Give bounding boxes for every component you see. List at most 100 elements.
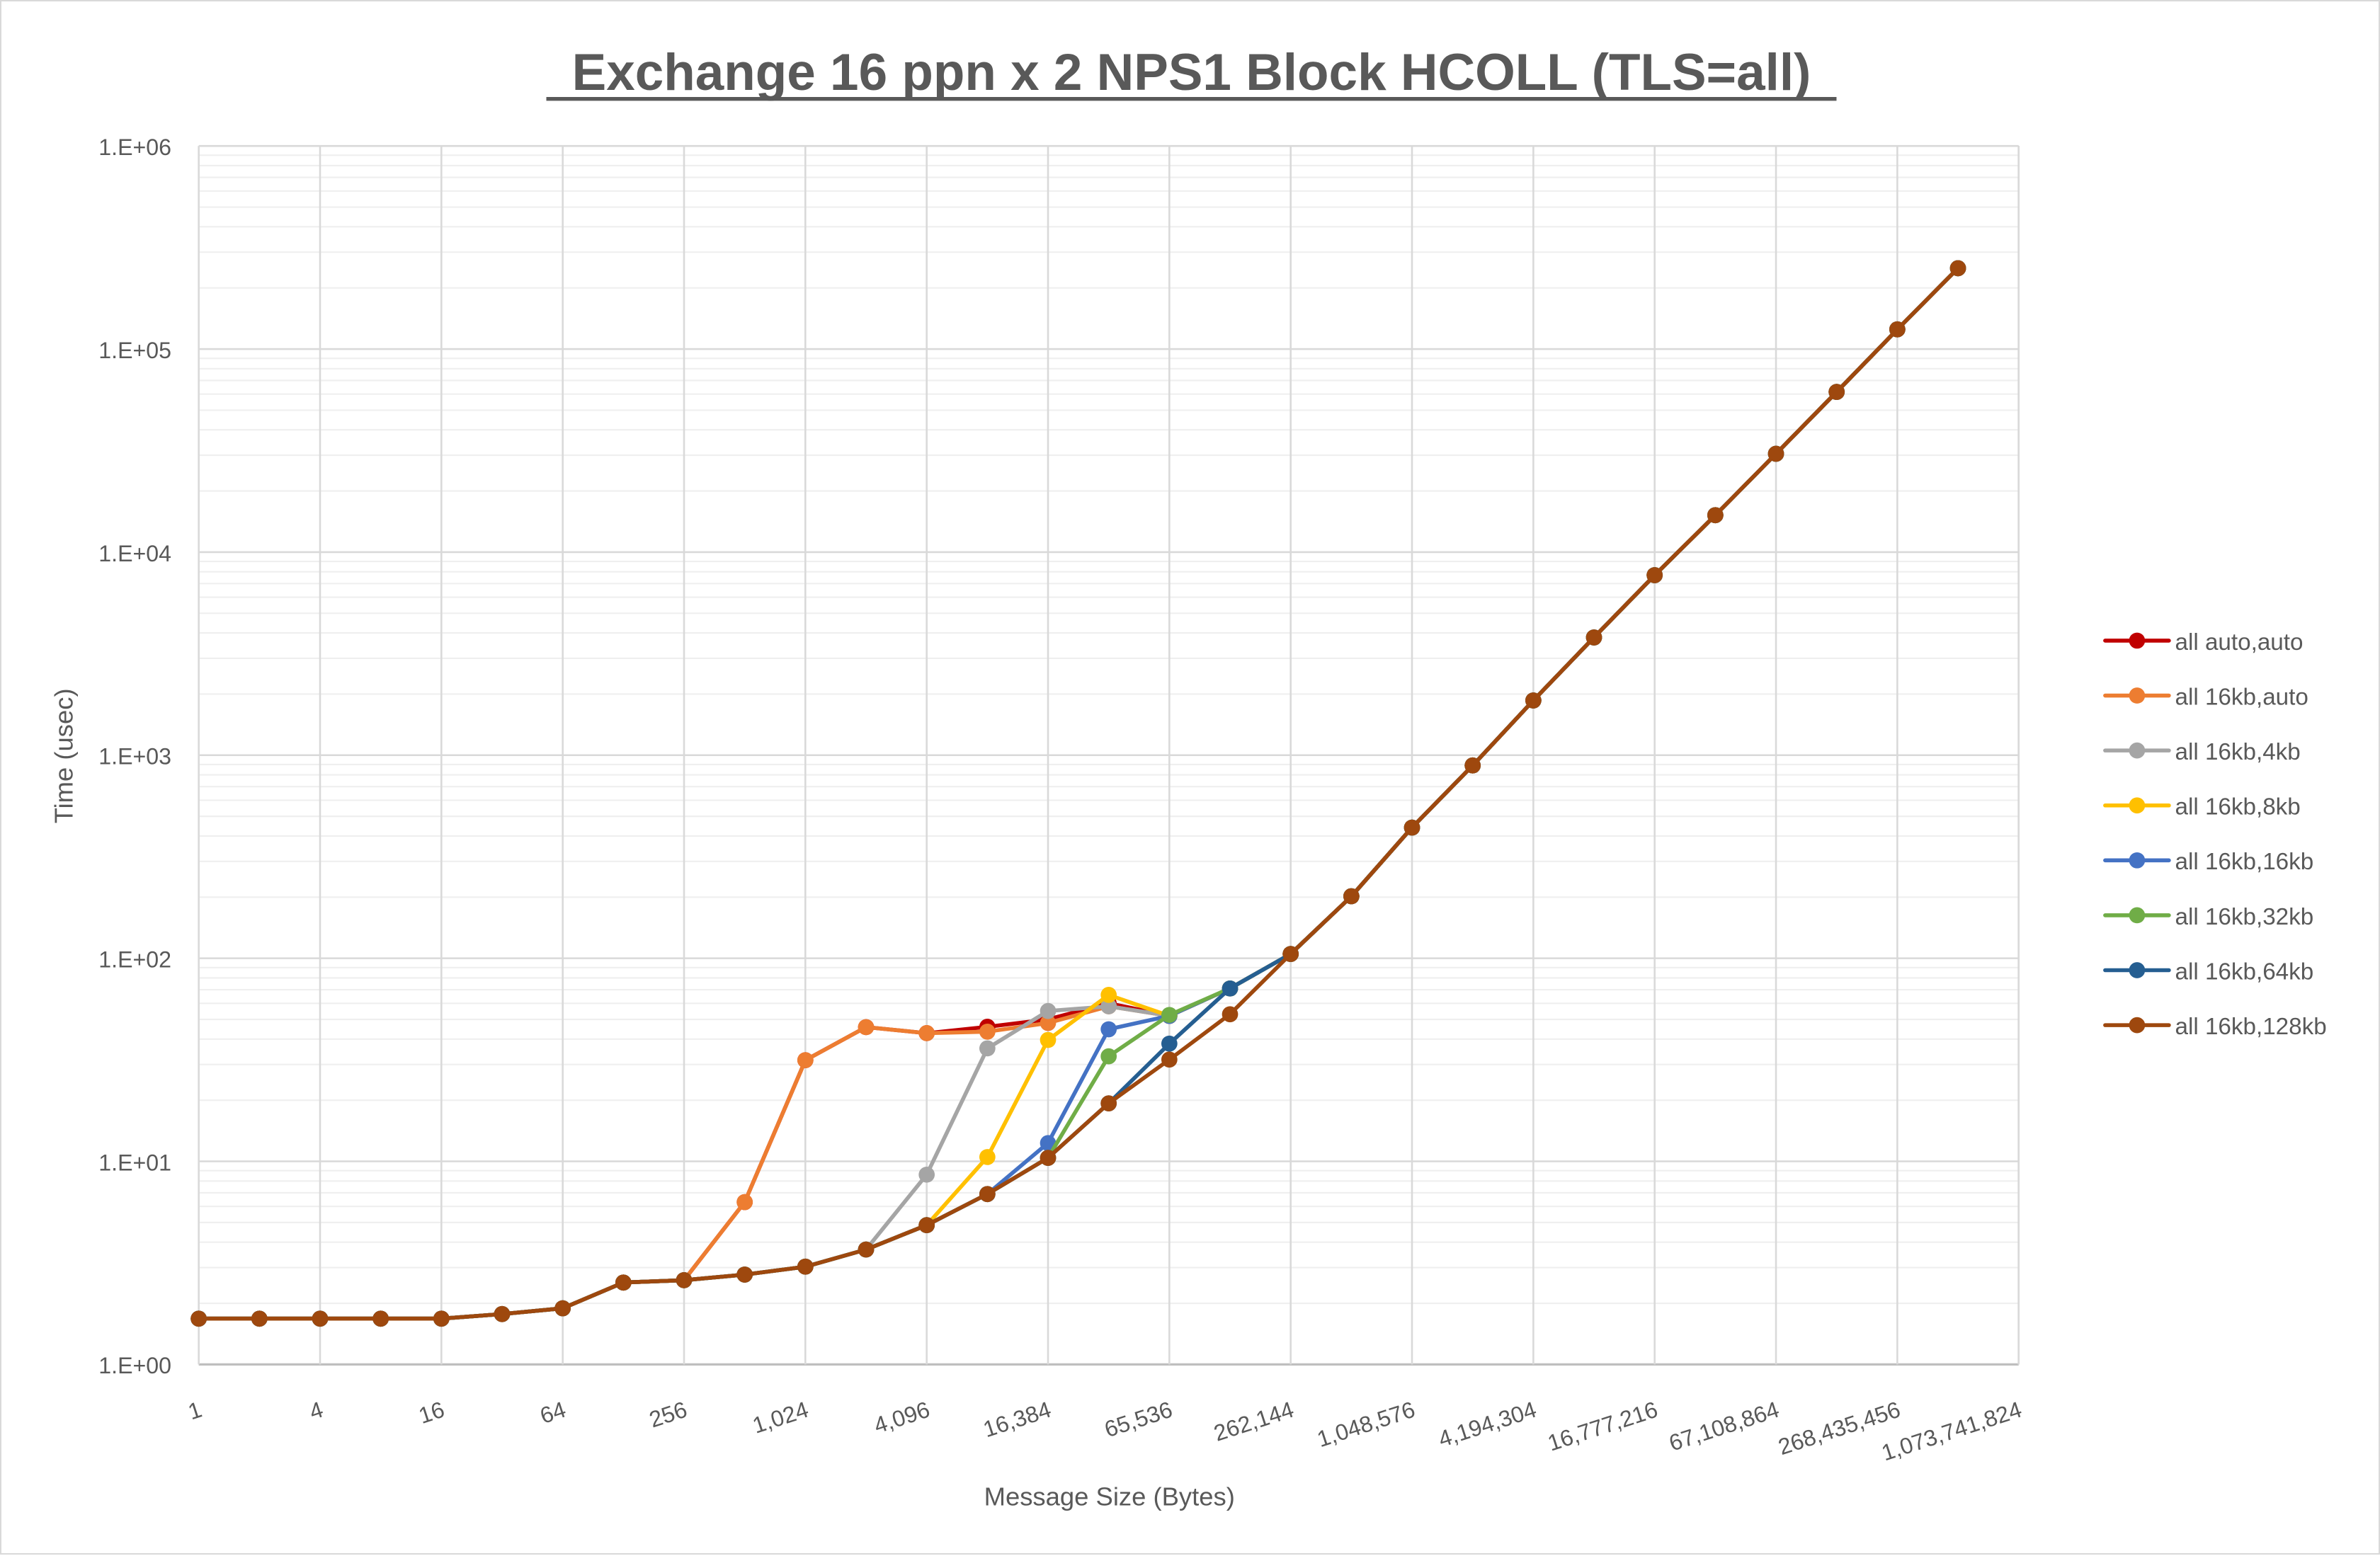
legend-item[interactable]: all 16kb,64kb (2103, 959, 2313, 985)
series-line (198, 266, 1959, 1321)
series-group (190, 260, 1966, 1327)
x-tick-label: 4 (306, 1397, 326, 1425)
data-point (1828, 384, 1845, 400)
data-point (1707, 507, 1724, 524)
legend-marker-icon (2129, 962, 2146, 978)
data-point (1100, 987, 1117, 1003)
data-point (615, 1274, 632, 1291)
data-point (1161, 1035, 1178, 1052)
y-tick-label: 1.E+06 (98, 135, 171, 160)
data-point (1889, 321, 1906, 338)
legend-label: all 16kb,64kb (2175, 959, 2313, 985)
legend-item[interactable]: all 16kb,4kb (2103, 739, 2301, 765)
legend-marker-icon (2129, 907, 2146, 924)
data-point (1100, 998, 1117, 1014)
legend-marker-icon (2129, 742, 2146, 759)
data-point (918, 1166, 935, 1183)
legend-marker-icon (2129, 1017, 2146, 1034)
data-point (1525, 692, 1542, 709)
data-point (979, 1023, 996, 1040)
legend-item[interactable]: all auto,auto (2103, 629, 2304, 656)
data-point (554, 1300, 571, 1317)
x-tick-label: 16,384 (980, 1397, 1054, 1443)
data-point (1100, 1048, 1117, 1065)
x-axis-title: Message Size (Bytes) (984, 1482, 1235, 1511)
gridlines (198, 144, 2020, 1366)
x-tick-label: 65,536 (1101, 1397, 1175, 1443)
data-point (1040, 1150, 1057, 1166)
legend-marker-icon (2129, 797, 2146, 814)
y-tick-label: 1.E+03 (98, 744, 171, 770)
data-point (979, 1149, 996, 1165)
data-point (1403, 819, 1420, 836)
data-point (1585, 629, 1602, 646)
x-tick-label: 256 (646, 1397, 690, 1433)
data-point (1222, 1006, 1239, 1023)
x-tick-label: 16 (416, 1397, 448, 1429)
series-all-auto-auto (190, 260, 1966, 1327)
y-tick-label: 1.E+01 (98, 1150, 171, 1175)
series-all-16kb-8kb (190, 260, 1966, 1327)
x-tick-label: 262,144 (1211, 1397, 1297, 1446)
y-axis-title: Time (usec) (50, 688, 79, 823)
x-tick-label: 1 (185, 1397, 205, 1425)
data-point (797, 1052, 814, 1068)
chart-title: Exchange 16 ppn x 2 NPS1 Block HCOLL (TL… (572, 44, 1811, 101)
x-tick-label: 1,024 (749, 1397, 812, 1438)
data-point (251, 1310, 268, 1327)
data-point (1040, 1002, 1057, 1019)
data-point (797, 1258, 814, 1275)
data-point (979, 1186, 996, 1203)
legend-marker-icon (2129, 852, 2146, 869)
legend-label: all 16kb,32kb (2175, 904, 2313, 930)
legend-item[interactable]: all 16kb,8kb (2103, 794, 2301, 820)
series-all-16kb-128kb (190, 260, 1966, 1327)
x-tick-label: 4,096 (871, 1397, 933, 1438)
data-point (676, 1271, 693, 1288)
legend-label: all 16kb,128kb (2175, 1014, 2326, 1040)
y-tick-label: 1.E+04 (98, 541, 171, 566)
legend-label: all 16kb,4kb (2175, 739, 2300, 765)
y-tick-label: 1.E+02 (98, 947, 171, 973)
data-point (1161, 1007, 1178, 1024)
x-tick-label: 67,108,864 (1666, 1397, 1782, 1456)
series-all-16kb-64kb (190, 260, 1966, 1327)
data-point (494, 1305, 511, 1322)
legend-label: all 16kb,8kb (2175, 794, 2300, 820)
data-point (1040, 1031, 1057, 1048)
y-tick-label: 1.E+05 (98, 338, 171, 363)
data-point (979, 1040, 996, 1057)
data-point (1464, 757, 1481, 774)
data-point (190, 1310, 207, 1327)
legend-item[interactable]: all 16kb,32kb (2103, 904, 2313, 930)
series-all-16kb-16kb (190, 260, 1966, 1327)
legend-marker-icon (2129, 632, 2146, 649)
legend-marker-icon (2129, 687, 2146, 704)
legend-label: all 16kb,16kb (2175, 849, 2313, 875)
data-point (1343, 888, 1360, 905)
data-point (858, 1241, 875, 1258)
legend-item[interactable]: all 16kb,16kb (2103, 849, 2313, 875)
series-all-16kb-4kb (190, 260, 1966, 1327)
data-point (1161, 1051, 1178, 1068)
legend: all auto,auto all 16kb,auto all 16kb,4kb al… (2103, 629, 2327, 1040)
data-point (1040, 1135, 1057, 1152)
data-point (918, 1217, 935, 1234)
data-point (1040, 1014, 1057, 1031)
data-point (1100, 1095, 1117, 1111)
legend-label: all auto,auto (2175, 629, 2303, 656)
data-point (1767, 445, 1784, 462)
data-point (918, 1025, 935, 1041)
data-point (1282, 946, 1299, 962)
x-tick-label: 1,048,576 (1314, 1397, 1418, 1452)
legend-label: all 16kb,auto (2175, 684, 2308, 710)
x-tick-label: 1,073,741,824 (1879, 1397, 2025, 1466)
data-point (736, 1194, 753, 1211)
data-point (1222, 980, 1239, 997)
legend-item[interactable]: all 16kb,auto (2103, 684, 2308, 710)
data-point (1646, 567, 1663, 583)
x-tick-label: 16,777,216 (1544, 1397, 1661, 1456)
legend-item[interactable]: all 16kb,128kb (2103, 1014, 2327, 1040)
